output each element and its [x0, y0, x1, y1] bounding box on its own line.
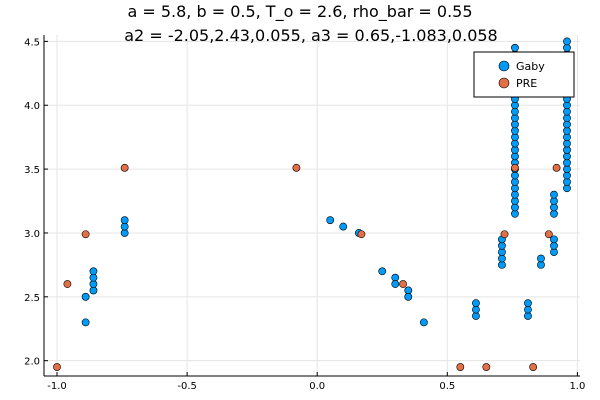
- data-point-pre: [53, 363, 61, 371]
- data-point-pre: [511, 163, 519, 172]
- data-point-gaby: [391, 280, 400, 288]
- chart-title-line-1: a = 5.8, b = 0.5, T_o = 2.6, rho_bar = 0…: [127, 2, 472, 22]
- data-point-pre: [63, 280, 72, 288]
- data-point-gaby: [404, 292, 413, 301]
- data-point-pre: [456, 363, 465, 371]
- legend-marker-pre: [498, 77, 510, 89]
- x-tick-label: 1.0: [569, 381, 585, 392]
- data-point-gaby: [550, 235, 558, 244]
- data-point-pre: [529, 363, 538, 371]
- y-tick-label: 3.0: [24, 229, 40, 240]
- y-tick-label: 3.5: [24, 165, 40, 176]
- data-point-pre: [357, 230, 366, 239]
- data-point-pre: [120, 163, 129, 172]
- grid: [44, 35, 580, 376]
- data-point-pre: [482, 363, 491, 371]
- data-point-gaby: [524, 299, 532, 308]
- legend: Gaby PRE: [473, 51, 575, 98]
- data-point-gaby: [81, 292, 90, 301]
- data-point-gaby: [563, 37, 571, 46]
- x-tick-label: -1.0: [47, 381, 67, 392]
- data-point-pre: [544, 230, 553, 239]
- legend-label-gaby: Gaby: [516, 60, 545, 73]
- data-point-gaby: [339, 222, 348, 231]
- data-point-gaby: [511, 43, 519, 52]
- data-point-gaby: [120, 216, 129, 225]
- chart-title-line-2: a2 = -2.05,2.43,0.055, a3 = 0.65,-1.083,…: [124, 26, 497, 45]
- data-point-gaby: [81, 318, 90, 327]
- axes: [43, 35, 580, 377]
- x-tick-label: 0.0: [309, 381, 325, 392]
- legend-marker-gaby: [498, 60, 510, 72]
- data-point-gaby: [89, 267, 98, 276]
- y-tick-label: 4.0: [24, 101, 40, 112]
- chart-title: a = 5.8, b = 0.5, T_o = 2.6, rho_bar = 0…: [124, 2, 497, 45]
- data-point-gaby: [537, 254, 545, 263]
- ticks: -1.0 -0.5 0.0 0.5 1.0 2.0 2.5 3.0 3.5 4.0 4.5: [24, 37, 585, 392]
- y-tick-label: 2.5: [24, 293, 40, 304]
- legend-box: [473, 51, 575, 98]
- data-point-pre: [399, 280, 407, 288]
- x-tick-label: -0.5: [177, 381, 197, 392]
- data-point-gaby: [550, 190, 558, 199]
- data-point-gaby: [378, 267, 387, 276]
- series-pre: [53, 163, 561, 371]
- data-point-pre: [500, 230, 509, 239]
- data-point-gaby: [472, 299, 480, 308]
- data-point-pre: [552, 163, 561, 172]
- data-point-pre: [81, 230, 90, 239]
- legend-label-pre: PRE: [516, 77, 537, 90]
- y-tick-label: 2.0: [24, 357, 40, 368]
- data-point-gaby: [326, 216, 335, 225]
- data-point-pre: [292, 163, 301, 172]
- x-tick-label: 0.5: [439, 381, 455, 392]
- data-point-gaby: [419, 318, 428, 327]
- y-tick-label: 4.5: [24, 37, 40, 48]
